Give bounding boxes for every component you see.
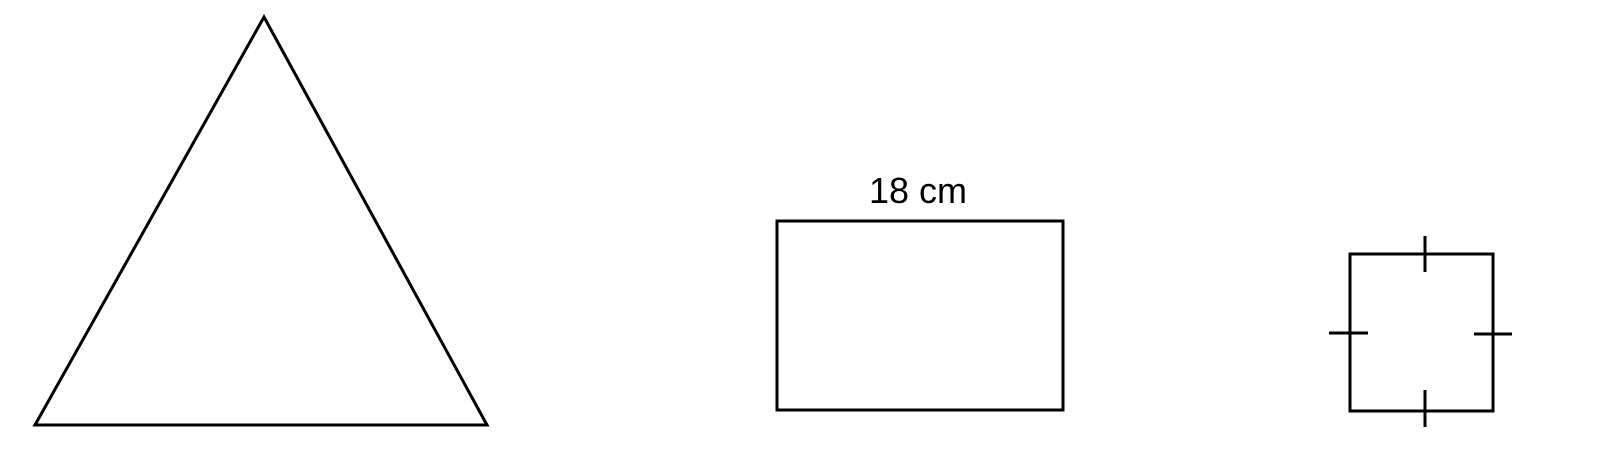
rectangle bbox=[775, 219, 1065, 412]
triangle bbox=[32, 13, 490, 427]
rectangle-top-length-label: 18 cm bbox=[869, 170, 967, 211]
square bbox=[1348, 252, 1495, 413]
